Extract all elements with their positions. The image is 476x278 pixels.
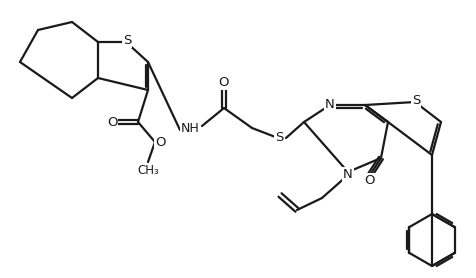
Text: S: S	[275, 130, 283, 143]
Text: CH₃: CH₃	[137, 165, 159, 177]
Text: O: O	[107, 115, 117, 128]
Text: S: S	[123, 34, 131, 46]
Text: NH: NH	[180, 121, 199, 135]
Text: O: O	[155, 135, 165, 148]
Text: N: N	[325, 98, 335, 110]
Text: O: O	[219, 76, 229, 88]
Text: O: O	[365, 175, 375, 187]
Text: S: S	[412, 93, 420, 106]
Text: N: N	[343, 168, 353, 182]
